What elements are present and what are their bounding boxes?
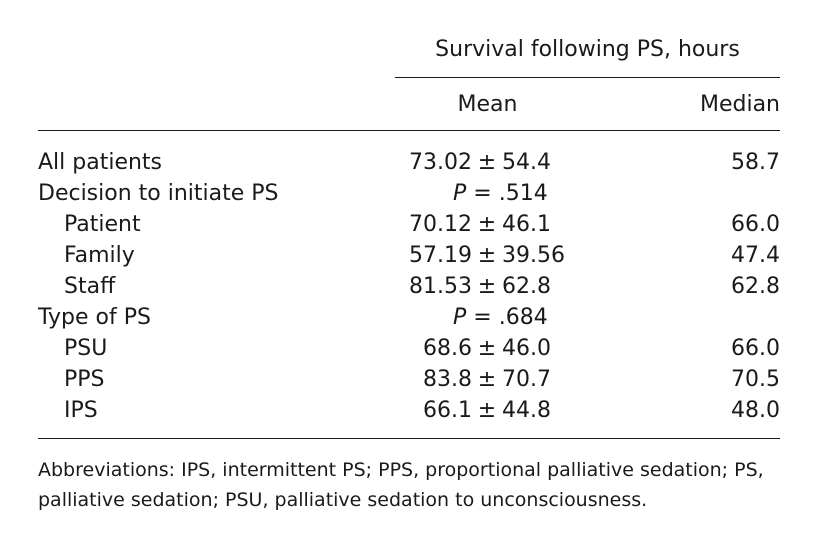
column-header-mean: Mean — [457, 92, 518, 117]
table-row: PSU 68.6 ±46.0 66.0 — [0, 333, 820, 364]
plus-minus-symbol: ± — [477, 367, 497, 392]
p-symbol: P — [453, 181, 467, 206]
sd-value: 62.8 — [502, 274, 551, 299]
mean-value: 70.12 — [409, 212, 472, 237]
table-row: Type of PS P = .684 — [0, 302, 820, 333]
row-label: All patients — [38, 150, 163, 175]
median-value: 66.0 — [731, 336, 780, 361]
footnote-line-2: palliative sedation; PSU, palliative sed… — [38, 489, 648, 511]
sd-value: 54.4 — [502, 150, 551, 175]
row-label: IPS — [64, 398, 98, 423]
group-header: Survival following PS, hours — [435, 37, 740, 62]
mean-value: 83.8 — [423, 367, 472, 392]
median-value: 58.7 — [731, 150, 780, 175]
column-header-median: Median — [699, 92, 780, 117]
mean-value: 57.19 — [409, 243, 472, 268]
median-value: 70.5 — [731, 367, 780, 392]
plus-minus-symbol: ± — [477, 243, 497, 268]
plus-minus-symbol: ± — [477, 212, 497, 237]
median-value: 47.4 — [731, 243, 780, 268]
p-value-text: = .684 — [473, 305, 548, 330]
mean-value: 73.02 — [409, 150, 472, 175]
mean-sd-value: 81.53 ±62.8 — [395, 271, 580, 302]
p-symbol: P — [453, 305, 467, 330]
mean-value: 66.1 — [423, 398, 472, 423]
table-row: Decision to initiate PS P = .514 — [0, 178, 820, 209]
p-value-text: = .514 — [473, 181, 548, 206]
footnote-line-1: Abbreviations: IPS, intermittent PS; PPS… — [38, 459, 764, 481]
row-label: PPS — [64, 367, 105, 392]
plus-minus-symbol: ± — [477, 274, 497, 299]
footer-rule — [38, 438, 780, 439]
row-label: Decision to initiate PS — [38, 181, 279, 206]
mean-value: 68.6 — [423, 336, 472, 361]
plus-minus-symbol: ± — [477, 398, 497, 423]
sd-value: 44.8 — [502, 398, 551, 423]
footnote: Abbreviations: IPS, intermittent PS; PPS… — [38, 455, 788, 515]
median-value: 66.0 — [731, 212, 780, 237]
mean-sd-value: 66.1 ±44.8 — [395, 395, 580, 426]
plus-minus-symbol: ± — [477, 336, 497, 361]
p-value: P = .514 — [395, 178, 638, 209]
table-row: IPS 66.1 ±44.8 48.0 — [0, 395, 820, 426]
table-row: Family 57.19 ±39.56 47.4 — [0, 240, 820, 271]
header-rule — [38, 130, 780, 131]
mean-sd-value: 70.12 ±46.1 — [395, 209, 580, 240]
row-label: PSU — [64, 336, 108, 361]
p-value: P = .684 — [395, 302, 638, 333]
mean-sd-value: 68.6 ±46.0 — [395, 333, 580, 364]
row-label: Staff — [64, 274, 116, 299]
table-body: All patients 73.02 ±54.4 58.7 Decision to in… — [0, 147, 820, 426]
sd-value: 46.1 — [502, 212, 551, 237]
table-row: PPS 83.8 ±70.7 70.5 — [0, 364, 820, 395]
row-label: Patient — [64, 212, 141, 237]
mean-value: 81.53 — [409, 274, 472, 299]
mean-sd-value: 83.8 ±70.7 — [395, 364, 580, 395]
plus-minus-symbol: ± — [477, 150, 497, 175]
sd-value: 39.56 — [502, 243, 565, 268]
table-row: Staff 81.53 ±62.8 62.8 — [0, 271, 820, 302]
row-label: Family — [64, 243, 135, 268]
sd-value: 46.0 — [502, 336, 551, 361]
table-row: Patient 70.12 ±46.1 66.0 — [0, 209, 820, 240]
table-row: All patients 73.02 ±54.4 58.7 — [0, 147, 820, 178]
mean-sd-value: 57.19 ±39.56 — [395, 240, 580, 271]
sd-value: 70.7 — [502, 367, 551, 392]
median-value: 62.8 — [731, 274, 780, 299]
mean-sd-value: 73.02 ±54.4 — [395, 147, 580, 178]
group-rule — [395, 77, 780, 78]
median-value: 48.0 — [731, 398, 780, 423]
row-label: Type of PS — [38, 305, 151, 330]
